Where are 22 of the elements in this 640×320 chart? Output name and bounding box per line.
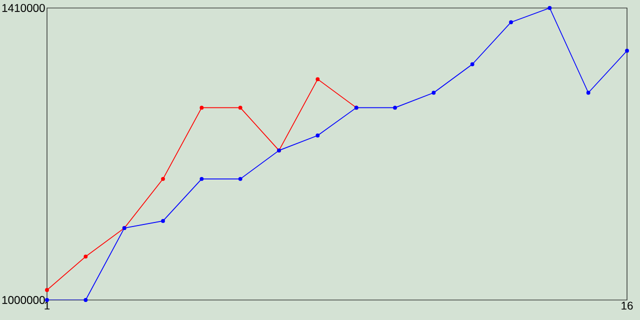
y-tick-label: 1410000 (2, 4, 45, 12)
point (316, 134, 320, 138)
point (238, 106, 242, 110)
point (161, 176, 165, 181)
point (586, 90, 590, 95)
point (45, 288, 49, 292)
point (625, 48, 629, 53)
point (470, 62, 474, 66)
point (161, 218, 165, 223)
x-tick-label: 1 (44, 302, 50, 310)
point (84, 254, 88, 259)
point (432, 90, 436, 95)
point (200, 176, 204, 181)
point (316, 77, 320, 82)
point (84, 298, 88, 302)
x-tick-label: 16 (622, 302, 633, 310)
point (200, 106, 204, 110)
y-tick-label: 1000000 (2, 296, 45, 304)
point (548, 6, 552, 10)
point (509, 20, 513, 24)
point (393, 106, 397, 110)
point (238, 176, 242, 181)
